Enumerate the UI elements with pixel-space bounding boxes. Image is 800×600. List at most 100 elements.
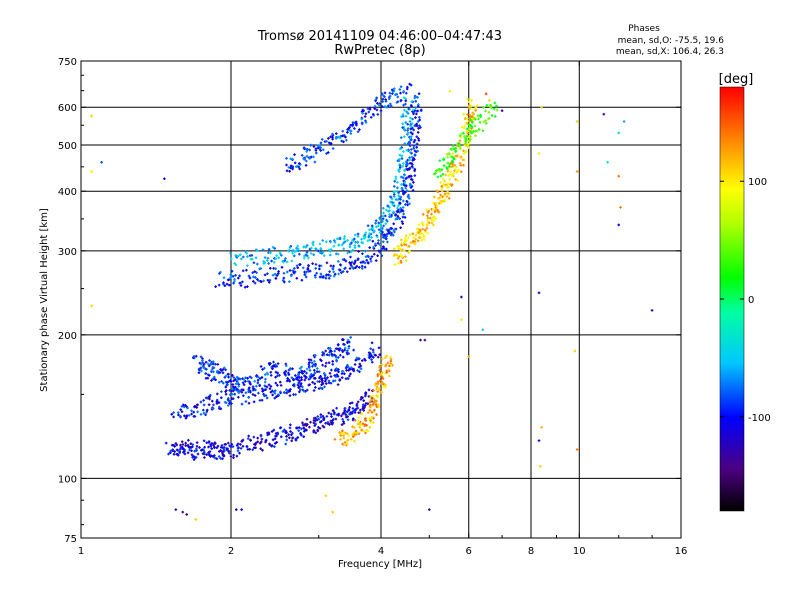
echo-point	[265, 394, 267, 397]
echo-point	[287, 377, 289, 380]
echo-point	[437, 210, 439, 214]
echo-point	[198, 446, 201, 449]
echo-point	[227, 372, 230, 376]
echo-point	[485, 119, 487, 122]
echo-point	[403, 183, 405, 186]
echo-point	[309, 148, 311, 152]
echo-point	[235, 382, 237, 386]
echo-point	[274, 273, 276, 276]
echo-point	[228, 402, 231, 405]
echo-point	[335, 137, 337, 140]
echo-point	[254, 276, 256, 279]
echo-point	[307, 267, 309, 270]
echo-point	[403, 128, 405, 131]
echo-point	[364, 115, 366, 118]
echo-point	[397, 100, 399, 104]
echo-point	[410, 148, 412, 151]
echo-point	[340, 434, 342, 437]
echo-point	[289, 423, 291, 427]
echo-point	[352, 266, 354, 269]
echo-point	[184, 404, 186, 407]
echo-point	[337, 347, 339, 351]
echo-point	[334, 374, 336, 377]
echo-point	[364, 424, 366, 427]
echo-point	[618, 131, 620, 135]
echo-point	[337, 252, 339, 256]
echo-point	[418, 139, 420, 142]
echo-point	[402, 215, 404, 219]
echo-point	[213, 454, 215, 457]
echo-point	[387, 204, 389, 208]
echo-point	[239, 253, 241, 256]
echo-point	[399, 153, 401, 157]
echo-point	[380, 109, 382, 113]
x-axis-label: Frequency [MHz]	[338, 559, 422, 570]
echo-point	[330, 375, 332, 378]
echo-point	[381, 375, 383, 378]
echo-point	[263, 392, 265, 396]
echo-point	[203, 439, 205, 443]
echo-point	[366, 424, 368, 427]
echo-point	[339, 263, 341, 266]
echo-point	[290, 433, 292, 437]
echo-point	[397, 208, 399, 212]
echo-point	[482, 129, 484, 132]
echo-point	[247, 380, 249, 383]
echo-point	[327, 422, 329, 426]
echo-point	[380, 222, 382, 226]
echo-point	[432, 208, 434, 211]
echo-point	[330, 368, 332, 372]
echo-point	[220, 407, 222, 411]
echo-point	[450, 155, 452, 159]
echo-point	[331, 132, 334, 136]
echo-point	[412, 117, 414, 121]
echo-point	[539, 465, 541, 468]
echo-point	[184, 452, 186, 456]
echo-point	[372, 395, 374, 398]
echo-point	[432, 223, 434, 227]
echo-point	[476, 104, 478, 107]
echo-point	[409, 166, 411, 170]
echo-point	[350, 411, 352, 414]
echo-point	[239, 443, 241, 446]
echo-point	[389, 200, 392, 204]
echo-point	[230, 251, 232, 255]
echo-point	[416, 122, 418, 126]
echo-point	[379, 251, 381, 254]
echo-point	[370, 395, 372, 399]
echo-point	[344, 240, 346, 243]
echo-point	[413, 144, 415, 148]
echo-point	[351, 412, 353, 415]
echo-point	[212, 403, 215, 407]
echo-point	[292, 167, 294, 171]
echo-point	[409, 162, 411, 165]
echo-point	[254, 388, 257, 392]
echo-point	[309, 269, 311, 273]
echo-point	[441, 185, 443, 189]
echo-point	[421, 232, 423, 235]
echo-point	[435, 206, 437, 209]
echo-point	[303, 146, 305, 150]
echo-point	[468, 142, 470, 146]
echo-point	[373, 410, 375, 414]
echo-point	[348, 126, 350, 129]
echo-point	[400, 238, 402, 242]
echo-point	[203, 456, 205, 459]
echo-point	[337, 135, 339, 139]
echo-point	[337, 356, 339, 359]
echo-point	[399, 147, 401, 151]
echo-point	[283, 272, 285, 275]
echo-point	[313, 421, 315, 425]
echo-point	[400, 136, 402, 139]
echo-point	[378, 405, 380, 409]
echo-point	[459, 156, 461, 159]
x-tick-label: 6	[466, 546, 472, 557]
echo-point	[485, 92, 487, 96]
echo-point	[312, 243, 314, 247]
echo-point	[623, 120, 625, 123]
echo-point	[381, 230, 383, 233]
echo-point	[396, 210, 398, 213]
echo-point	[303, 426, 305, 430]
echo-point	[379, 369, 381, 372]
echo-point	[410, 174, 412, 178]
